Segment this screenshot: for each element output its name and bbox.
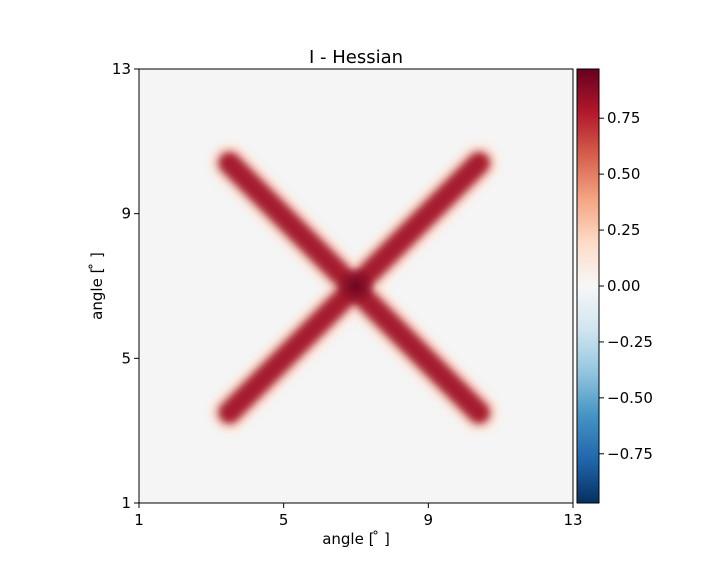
colorbar-tick-label: −0.50: [607, 389, 653, 407]
chart-title: I - Hessian: [309, 47, 403, 68]
x-tick-label: 1: [134, 511, 144, 529]
colorbar-tick-label: −0.25: [607, 333, 653, 351]
y-tick-label: 5: [121, 349, 131, 367]
x-tick-label: 13: [563, 511, 582, 529]
colorbar-tick-label: −0.75: [607, 445, 653, 463]
y-tick-label: 13: [112, 60, 131, 78]
plot-frame: [138, 68, 574, 504]
x-tick-label: 9: [424, 511, 434, 529]
colorbar-tick-label: 0.00: [607, 277, 640, 295]
colorbar-tick-label: 0.25: [607, 221, 640, 239]
x-axis-label: angle [ ̊ ]: [322, 530, 390, 548]
colorbar-ticks: −0.75 −0.50 −0.25 0.00 0.25 0.50 0.75: [599, 109, 653, 463]
colorbar: [577, 69, 599, 503]
heatmap-area: [139, 69, 573, 503]
colorbar-tick-label: 0.50: [607, 165, 640, 183]
x-tick-label: 5: [279, 511, 289, 529]
heatmap-center-peak: [336, 266, 376, 306]
y-tick-label: 1: [121, 494, 131, 512]
x-axis: 1 5 9 13: [134, 503, 583, 529]
colorbar-tick-label: 0.75: [607, 109, 640, 127]
heatmap-pattern: [210, 144, 498, 432]
y-tick-label: 9: [121, 205, 131, 223]
y-axis: 1 5 9 13: [112, 60, 139, 512]
y-axis-label: angle [ ̊ ]: [88, 252, 106, 320]
